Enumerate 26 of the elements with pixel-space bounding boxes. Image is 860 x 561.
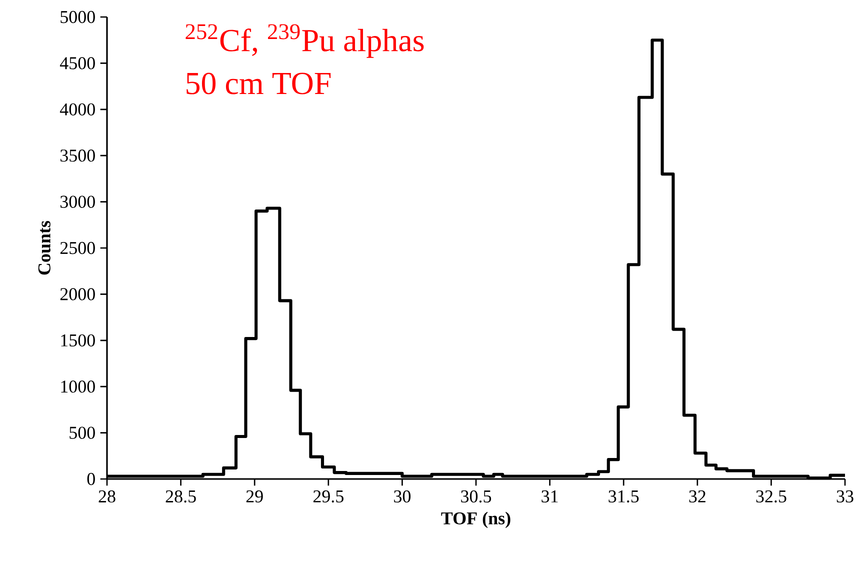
- x-tick-label: 33: [836, 490, 854, 502]
- x-tick-label: 28.5: [166, 490, 196, 503]
- y-tick-label: 2500: [60, 242, 95, 254]
- y-tick-label: 2000: [60, 288, 95, 300]
- x-tick-label: 31.5: [608, 490, 639, 503]
- y-axis-title: Counts: [38, 220, 50, 275]
- y-tick-label: 0: [87, 472, 95, 486]
- x-tick-label: 32: [689, 490, 706, 502]
- y-tick-label: 3000: [60, 196, 95, 208]
- x-tick-label: 30: [394, 490, 411, 503]
- x-tick-label: 31: [542, 490, 558, 502]
- x-tick-label: 29.5: [313, 490, 344, 503]
- x-tick-label: 28: [98, 490, 116, 503]
- annotation: $^{252}$Cf, $^{239}$Pu alphas: [186, 24, 424, 58]
- y-tick-label: 5000: [60, 10, 95, 24]
- y-tick-label: 1000: [61, 380, 95, 393]
- y-tick-label: 1500: [61, 334, 95, 346]
- annotation: 50 cm TOF: [186, 72, 331, 94]
- y-tick-label: 4500: [60, 57, 95, 70]
- x-tick-label: 29: [246, 490, 263, 502]
- x-axis-title: TOF (ns): [441, 512, 510, 528]
- x-tick-label: 32.5: [756, 490, 786, 503]
- x-tick-label: 30.5: [461, 490, 492, 503]
- y-tick-label: 4000: [60, 103, 95, 116]
- y-tick-label: 3500: [60, 150, 95, 162]
- y-tick-label: 500: [70, 426, 95, 439]
